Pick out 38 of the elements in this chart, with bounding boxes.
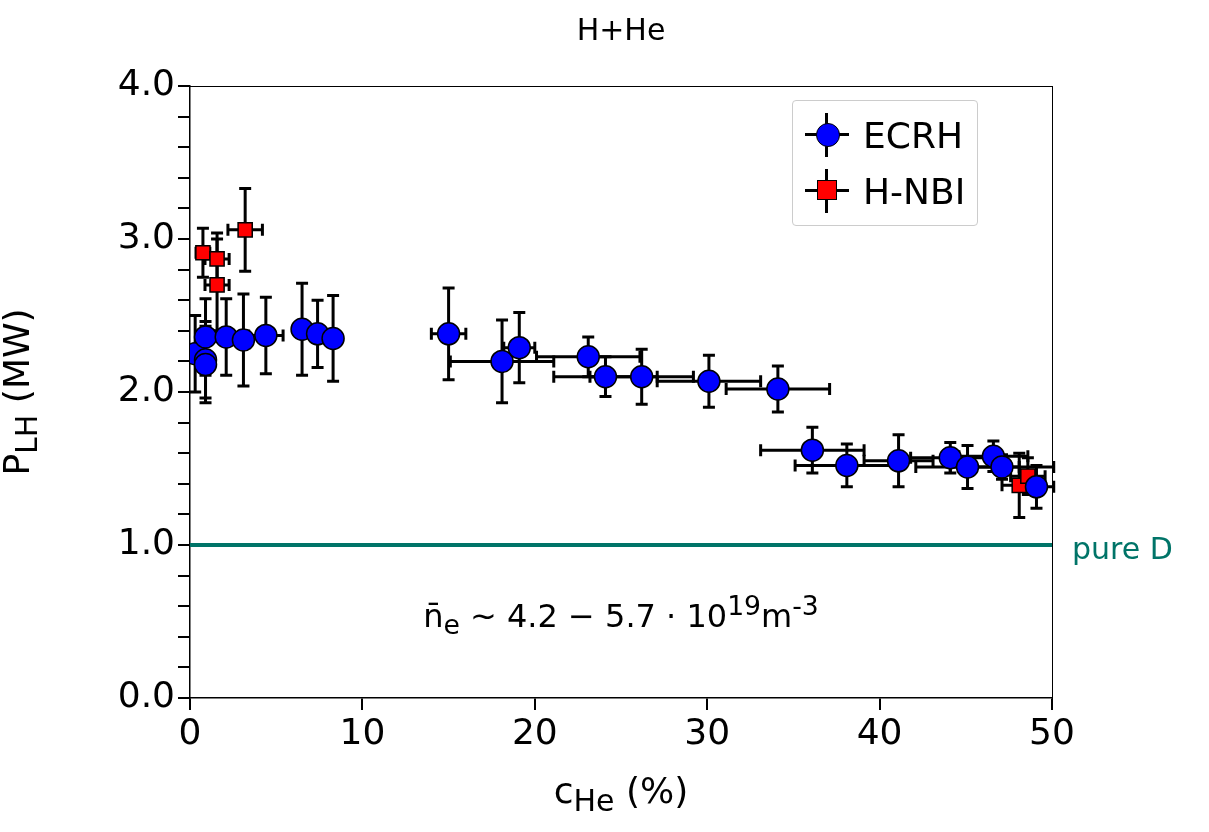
x-tick-label: 0 [178,710,202,752]
point [507,335,532,360]
point [629,364,654,389]
point [886,449,911,473]
point [800,438,825,462]
point [237,222,253,238]
point [576,345,600,369]
point [766,377,790,401]
legend-label: H-NBI [863,170,966,212]
y-tick-label: 2.0 [117,368,175,410]
point [1024,475,1049,499]
point [231,328,256,352]
x-tick-label: 20 [511,710,558,752]
x-axis-title: c$_{He}$ (%) [552,770,690,819]
point [697,369,721,394]
y-tick-label: 4.0 [117,62,175,104]
chart-title: H+He [575,12,667,47]
y-tick-label: 3.0 [117,215,175,257]
point [436,322,461,346]
point [990,455,1014,479]
annotation: n̄$_{e}$ ~ 4.2 − 5.7 · 10$^{19}$m$^{-3}$ [422,590,820,641]
x-tick-label: 10 [339,710,386,752]
point [938,446,963,470]
point [254,323,278,348]
point [593,364,618,389]
point [209,277,225,293]
point [490,349,514,374]
x-tick-label: 50 [1029,710,1075,752]
ref-line-label: pure D [1072,530,1173,566]
point [835,453,859,478]
legend-label: ECRH [863,114,963,156]
y-tick-label: 0.0 [117,674,175,716]
x-tick-label: 40 [856,710,903,752]
point [955,455,980,479]
point [209,251,225,267]
x-tick-label: 30 [684,710,731,752]
point [321,326,345,351]
y-tick-label: 1.0 [117,521,175,563]
